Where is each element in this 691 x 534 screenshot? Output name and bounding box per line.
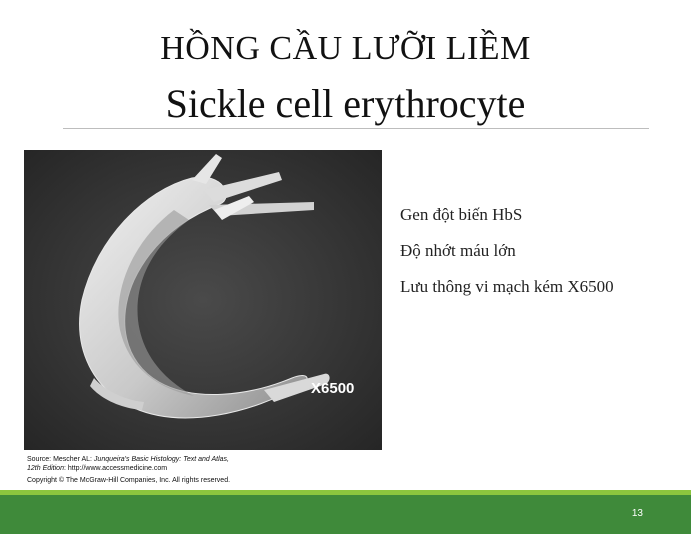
- footer-accent-line: [0, 490, 691, 495]
- sickle-cell-illustration: [24, 150, 382, 450]
- source-url: : http://www.accessmedicine.com: [63, 465, 168, 472]
- footer-bar: [0, 495, 691, 534]
- sickle-cell-micrograph: X6500: [24, 150, 382, 450]
- slide-title-english: Sickle cell erythrocyte: [165, 81, 526, 126]
- source-book: Junqueira's Basic Histology: Text and At…: [93, 456, 229, 463]
- source-edition: 12th Edition: [27, 465, 64, 472]
- bullet-list: Gen đột biến HbS Độ nhớt máu lớn Lưu thô…: [400, 205, 614, 313]
- copyright-line: Copyright © The McGraw-Hill Companies, I…: [27, 477, 231, 484]
- source-prefix: Source: Mescher AL:: [27, 456, 94, 463]
- slide-title-vietnamese: HỒNG CẦU LƯỠI LIỀM: [160, 30, 531, 67]
- magnification-label: X6500: [311, 380, 355, 397]
- source-line: Source: Mescher AL: Junqueira's Basic Hi…: [27, 455, 387, 464]
- page-number: 13: [631, 508, 643, 519]
- title-divider: [63, 128, 649, 129]
- bullet-item: Độ nhớt máu lớn: [400, 241, 516, 260]
- source-line-2: 12th Edition: http://www.accessmedicine.…: [27, 464, 387, 473]
- bullet-item: Gen đột biến HbS: [400, 205, 523, 224]
- figure-credits: Source: Mescher AL: Junqueira's Basic Hi…: [27, 455, 387, 485]
- bullet-item: Lưu thông vi mạch kém X6500: [400, 277, 614, 296]
